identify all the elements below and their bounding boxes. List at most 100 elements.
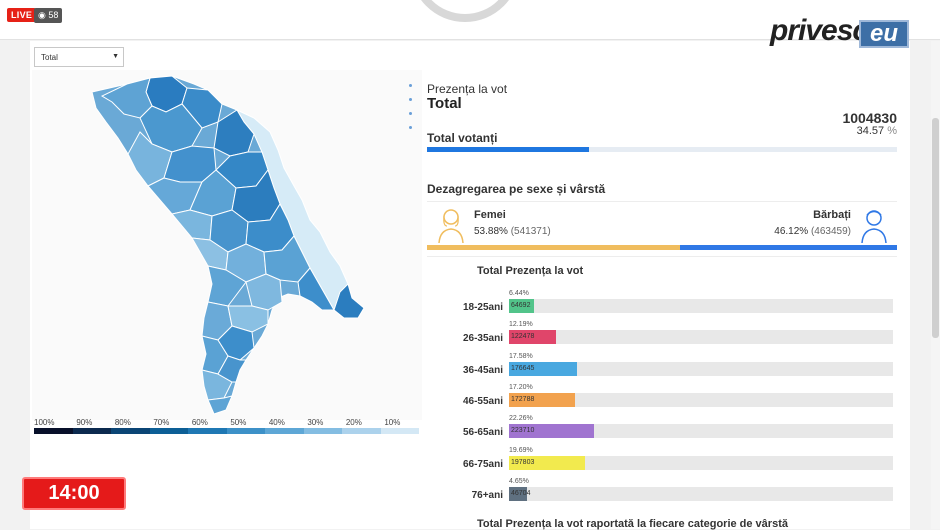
age-label: 26-35ani xyxy=(462,333,503,345)
age-bar xyxy=(509,330,556,345)
age-value: 176645 xyxy=(511,364,535,372)
gender-bar-female xyxy=(427,245,681,250)
gender-split-bar xyxy=(427,245,897,250)
age-value: 172788 xyxy=(511,395,535,403)
legend-label: 10% xyxy=(384,418,401,427)
age-value: 46704 xyxy=(511,489,531,497)
legend-swatch xyxy=(380,428,419,434)
brand-badge: eu xyxy=(859,20,909,48)
age-ratio-title: Total Prezența la vot raportată la fieca… xyxy=(477,518,788,530)
legend-swatch xyxy=(188,428,227,434)
age-percent: 19.69% xyxy=(509,446,533,454)
age-value: 64692 xyxy=(511,302,531,309)
legend-label: 90% xyxy=(76,418,93,427)
age-bar xyxy=(509,455,585,470)
scrollbar-thumb[interactable] xyxy=(932,118,939,338)
stream-timer: 14:00 xyxy=(22,477,126,510)
total-voters-bar-fill xyxy=(427,147,590,152)
legend-swatch xyxy=(149,428,188,434)
legend-labels: 100% 90% 80% 70% 60% 50% 40% 30% 20% 10% xyxy=(34,418,419,428)
age-row: 46-55ani 17.20% 172788 xyxy=(440,384,895,414)
live-badge: LIVE xyxy=(7,8,37,22)
map-region-26 xyxy=(217,355,247,383)
female-percent: 53.88% xyxy=(474,226,508,237)
legend-label: 60% xyxy=(191,418,208,427)
presence-subtitle: Total xyxy=(427,95,462,112)
map-region-27 xyxy=(207,395,233,415)
age-label: 76+ani xyxy=(471,489,503,501)
eye-icon: ◉ xyxy=(38,10,46,20)
age-bar xyxy=(509,486,527,501)
age-label: 46-55ani xyxy=(462,395,503,407)
age-label: 56-65ani xyxy=(462,427,503,439)
age-row: 18-25ani 6.44% 64692 xyxy=(440,290,895,320)
age-chart-title: Total Prezența la vot xyxy=(477,265,584,277)
age-bar-track xyxy=(509,424,893,439)
map-legend: 100% 90% 80% 70% 60% 50% 40% 30% 20% 10% xyxy=(34,418,419,438)
chevron-down-icon: ▼ xyxy=(112,53,119,60)
age-bar-track xyxy=(509,392,893,407)
legend-swatch xyxy=(111,428,150,434)
brand-text: privesc xyxy=(770,14,869,47)
legend-label: 100% xyxy=(34,418,55,427)
age-percent: 17.20% xyxy=(509,383,533,391)
total-percent: 34.57 % xyxy=(800,125,897,137)
female-stats: 53.88% (541371) xyxy=(474,226,551,237)
age-bar xyxy=(509,361,577,376)
age-bar xyxy=(509,392,576,407)
filter-select[interactable]: Total ▼ xyxy=(34,47,124,67)
map-region-20 xyxy=(333,283,365,319)
viewer-count: ◉ 58 xyxy=(34,8,63,23)
moldova-map[interactable] xyxy=(32,70,422,420)
age-value: 197803 xyxy=(511,458,535,466)
divider xyxy=(427,256,897,257)
filter-select-value: Total xyxy=(41,53,58,62)
map-region-11 xyxy=(171,209,213,241)
gender-bar-male xyxy=(680,245,897,250)
legend-color-bar xyxy=(34,428,419,434)
age-percent: 22.26% xyxy=(509,415,533,423)
legend-label: 80% xyxy=(114,418,131,427)
viewer-count-value: 58 xyxy=(48,10,59,20)
age-bar-track xyxy=(509,455,893,470)
age-bar-track xyxy=(509,330,893,345)
total-count: 1004830 xyxy=(842,110,897,126)
age-label: 36-45ani xyxy=(462,364,503,376)
total-percent-value: 34.57 xyxy=(856,125,885,137)
total-voters-label: Total votanți xyxy=(427,131,498,145)
age-value: 122478 xyxy=(511,333,535,341)
legend-label: 30% xyxy=(307,418,324,427)
legend-swatch xyxy=(342,428,381,434)
age-percent: 17.58% xyxy=(509,352,533,360)
legend-label: 40% xyxy=(268,418,285,427)
age-percent: 6.44% xyxy=(509,290,529,297)
female-count: (541371) xyxy=(510,226,551,237)
age-row: 36-45ani 17.58% 176645 xyxy=(440,353,895,383)
male-icon xyxy=(861,210,887,244)
divider xyxy=(427,201,897,202)
male-label: Bărbați xyxy=(813,209,851,221)
map-zoom-controls[interactable] xyxy=(407,84,415,134)
age-row: 66-75ani 19.69% 197803 xyxy=(440,447,895,477)
stream-header: LIVE ◉ 58 xyxy=(0,0,940,40)
age-percent: 4.65% xyxy=(509,477,529,485)
total-voters-bar-track xyxy=(427,147,897,152)
map-region-4 xyxy=(213,109,255,157)
age-percent: 12.19% xyxy=(509,321,533,329)
map-svg xyxy=(91,75,365,415)
age-row: 56-65ani 22.26% 223710 xyxy=(440,415,895,445)
age-row: 26-35ani 12.19% 122478 xyxy=(440,321,895,351)
presence-title: Prezența la vot xyxy=(427,82,508,96)
age-bar xyxy=(509,299,534,313)
legend-swatch xyxy=(226,428,265,434)
map-region-18 xyxy=(245,273,283,311)
legend-swatch xyxy=(303,428,342,434)
age-row: 76+ani 4.65% 46704 xyxy=(440,478,895,508)
age-value: 223710 xyxy=(511,427,535,435)
percent-sign: % xyxy=(887,125,897,137)
male-percent: 46.12% xyxy=(774,226,809,237)
legend-swatch xyxy=(34,428,73,434)
gender-age-title: Dezagregarea pe sexe și vârstă xyxy=(427,182,606,196)
age-bar xyxy=(509,424,595,439)
